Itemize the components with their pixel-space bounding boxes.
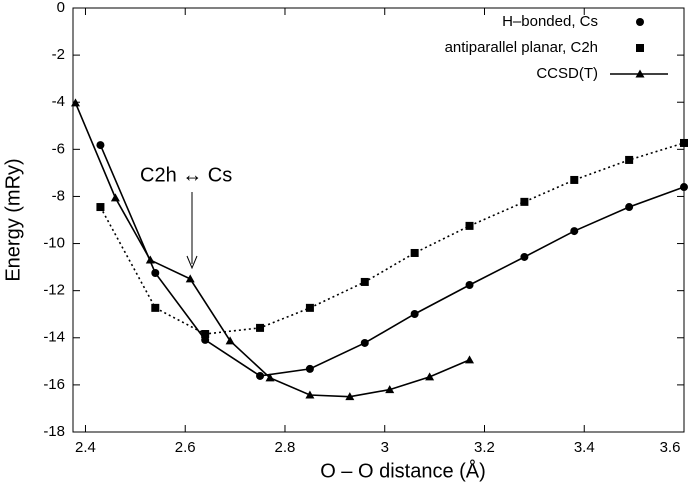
y-tick-label: 0 — [57, 0, 65, 16]
marker — [151, 269, 160, 277]
marker — [256, 371, 265, 380]
marker — [145, 255, 155, 264]
marker — [636, 18, 644, 26]
plot-frame — [72, 7, 685, 433]
y-tick-label: -18 — [43, 423, 65, 440]
marker — [201, 330, 210, 339]
y-tick-label: -2 — [52, 46, 65, 63]
marker — [625, 155, 634, 164]
marker — [570, 227, 579, 236]
y-tick-label: -10 — [43, 235, 65, 252]
marker — [385, 385, 395, 394]
x-axis-label: O – O distance (Å) — [320, 459, 486, 482]
marker — [225, 336, 235, 345]
marker — [680, 183, 688, 192]
y-tick-label: -12 — [43, 282, 65, 299]
series-line — [74, 102, 470, 398]
y-tick-label: -4 — [52, 93, 65, 110]
marker — [520, 197, 529, 206]
legend-label: CCSD(T) — [536, 65, 598, 82]
marker — [256, 323, 265, 332]
legend-label: H–bonded, Cs — [502, 13, 598, 30]
marker — [410, 309, 419, 318]
marker — [520, 252, 529, 261]
marker — [110, 193, 120, 202]
annotation-arrowhead — [186, 255, 198, 270]
x-tick-label: 3.4 — [574, 439, 595, 456]
marker — [425, 372, 435, 381]
marker — [636, 44, 644, 52]
marker — [96, 203, 105, 212]
x-tick-label: 3.6 — [660, 439, 681, 456]
marker — [305, 390, 315, 399]
y-tick-label: -8 — [52, 187, 65, 204]
marker — [680, 138, 688, 147]
marker — [635, 69, 645, 78]
x-tick-label: 3.2 — [474, 439, 495, 456]
marker — [70, 98, 80, 107]
marker — [305, 364, 314, 373]
x-tick-label: 3 — [381, 439, 389, 456]
marker — [96, 141, 105, 150]
y-tick-label: -6 — [52, 140, 65, 157]
marker — [625, 203, 634, 212]
marker — [265, 373, 275, 382]
x-tick-label: 2.6 — [175, 439, 196, 456]
marker — [360, 338, 369, 347]
marker — [360, 277, 369, 286]
x-tick-label: 2.8 — [275, 439, 296, 456]
marker — [465, 221, 474, 230]
marker — [345, 392, 355, 401]
annotation: C2h ↔ Cs — [140, 164, 232, 186]
y-tick-label: -14 — [43, 329, 65, 346]
y-axis-label: Energy (mRy) — [2, 158, 24, 281]
marker — [151, 303, 160, 312]
marker — [305, 303, 314, 312]
y-tick-label: -16 — [43, 376, 65, 393]
legend-label: antiparallel planar, C2h — [445, 39, 598, 56]
marker — [410, 248, 419, 257]
series-line — [99, 142, 685, 335]
marker — [465, 281, 474, 290]
x-tick-label: 2.4 — [75, 439, 96, 456]
marker — [185, 274, 195, 283]
marker — [570, 175, 579, 184]
marker — [465, 355, 475, 364]
